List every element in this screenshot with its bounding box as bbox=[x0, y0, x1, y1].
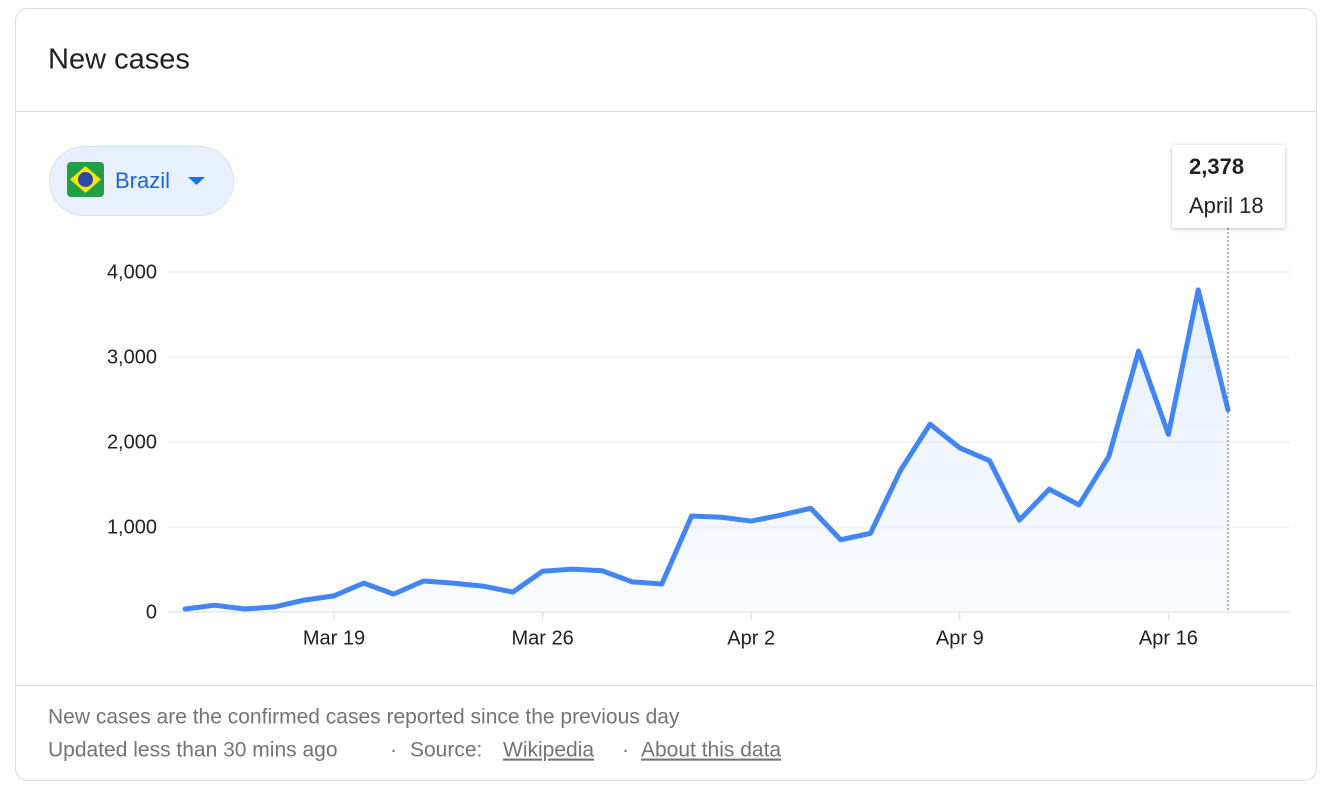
area bbox=[185, 289, 1228, 612]
updated-text: Updated less than 30 mins ago bbox=[48, 739, 338, 762]
tooltip bbox=[1172, 145, 1285, 228]
flag-globe bbox=[78, 172, 93, 187]
x-tick-label: Mar 19 bbox=[303, 627, 365, 649]
y-tick-label: 0 bbox=[146, 601, 157, 623]
source-label: Source: bbox=[410, 739, 482, 762]
line bbox=[182, 287, 1231, 612]
about-link[interactable]: About this data bbox=[641, 739, 781, 762]
y-tick-label: 3,000 bbox=[107, 346, 157, 368]
x-tick-label: Apr 9 bbox=[936, 627, 984, 649]
dropdown-arrow[interactable] bbox=[188, 177, 205, 185]
tooltip-box bbox=[1172, 145, 1285, 228]
y-tick-label: 2,000 bbox=[107, 431, 157, 453]
separator: · bbox=[390, 739, 397, 762]
tooltip-date: April 18 bbox=[1189, 193, 1264, 218]
x-tick-label: Mar 26 bbox=[511, 627, 573, 649]
x-tick-label: Apr 2 bbox=[727, 627, 775, 649]
source-link[interactable]: Wikipedia bbox=[503, 739, 594, 762]
country-name[interactable]: Brazil bbox=[115, 168, 170, 193]
x-tick-label: Apr 16 bbox=[1139, 627, 1198, 649]
card-title: New cases bbox=[48, 44, 190, 76]
separator: · bbox=[622, 739, 629, 762]
country-selector[interactable]: Brazil bbox=[49, 146, 234, 216]
tooltip-value: 2,378 bbox=[1189, 154, 1244, 179]
y-tick-label: 4,000 bbox=[107, 261, 157, 283]
plot: 0 1,000 2,000 3,000 4,000 Mar 19 Mar 26 Apr 2 Ap… bbox=[107, 228, 1290, 649]
card-border bbox=[15, 8, 1317, 781]
footer-note: New cases are the confirmed cases report… bbox=[48, 706, 680, 729]
crosshair-point bbox=[1227, 409, 1229, 411]
y-tick-label: 1,000 bbox=[107, 516, 157, 538]
